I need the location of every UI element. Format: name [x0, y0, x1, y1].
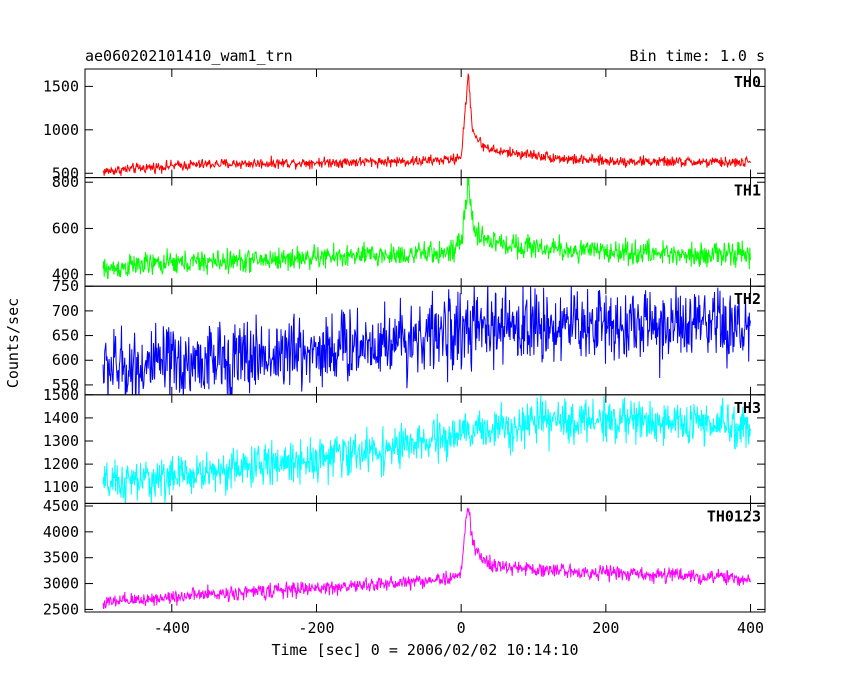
y-tick-label: 3500 [43, 549, 79, 567]
panel-label-th2: TH2 [734, 290, 761, 308]
panel-label-th0: TH0 [734, 73, 761, 91]
y-tick-label: 3000 [43, 575, 79, 593]
y-tick-label: 1500 [43, 386, 79, 404]
y-tick-label: 1500 [43, 77, 79, 95]
y-tick-label: 550 [52, 376, 79, 394]
y-tick-label: 4000 [43, 523, 79, 541]
y-axis-label: Counts/sec [4, 298, 22, 388]
y-tick-label: 650 [52, 327, 79, 345]
panel-th0123: 2500 3000 3500 4000 4500 TH0123 [43, 497, 766, 618]
y-tick-label: 700 [52, 302, 79, 320]
y-tick-label: 600 [52, 351, 79, 369]
y-tick-label: 4500 [43, 497, 79, 515]
panel-frame [84, 68, 766, 179]
panel-th2: 550 600 650 700 750 TH2 [52, 277, 766, 396]
series-line-th0 [102, 73, 751, 176]
x-tick-label: -200 [298, 619, 334, 637]
panel-label-th0123: TH0123 [707, 507, 761, 525]
x-axis-label: Time [sec] 0 = 2006/02/02 10:14:10 [271, 641, 578, 659]
x-axis: -400 -200 0 200 400 [154, 619, 764, 637]
y-tick-label: 600 [52, 219, 79, 237]
panel-label-th3: TH3 [734, 399, 761, 417]
x-tick-label: 400 [737, 619, 764, 637]
y-tick-label: 500 [52, 164, 79, 182]
y-tick-label: 750 [52, 277, 79, 295]
x-tick-label: 0 [457, 619, 466, 637]
series-line-th0123 [102, 507, 751, 609]
panel-label-th1: TH1 [734, 182, 761, 200]
series-line-th3 [102, 394, 751, 504]
panel-th3: 1100 1200 1300 1400 1500 TH3 [43, 386, 766, 504]
series-line-th2 [102, 286, 751, 395]
y-tick-label: 800 [52, 173, 79, 191]
panel-th1: 400 600 800 TH1 [52, 173, 766, 287]
panel-stack: 500 1000 1500 TH0 400 600 800 TH1 550 600 650 700 75… [43, 68, 766, 618]
y-tick-label: 1300 [43, 432, 79, 450]
y-tick-label: 1000 [43, 121, 79, 139]
bin-time-label: Bin time: 1.0 s [630, 47, 765, 65]
y-tick-label: 1100 [43, 478, 79, 496]
chart-title: ae060202101410_wam1_trn [85, 47, 293, 65]
y-tick-label: 400 [52, 266, 79, 284]
y-tick-label: 2500 [43, 600, 79, 618]
x-tick-label: 200 [592, 619, 619, 637]
y-tick-label: 1200 [43, 455, 79, 473]
y-tick-label: 1400 [43, 409, 79, 427]
series-line-th1 [102, 177, 751, 280]
panel-th0: 500 1000 1500 TH0 [43, 68, 766, 182]
x-tick-label: -400 [154, 619, 190, 637]
